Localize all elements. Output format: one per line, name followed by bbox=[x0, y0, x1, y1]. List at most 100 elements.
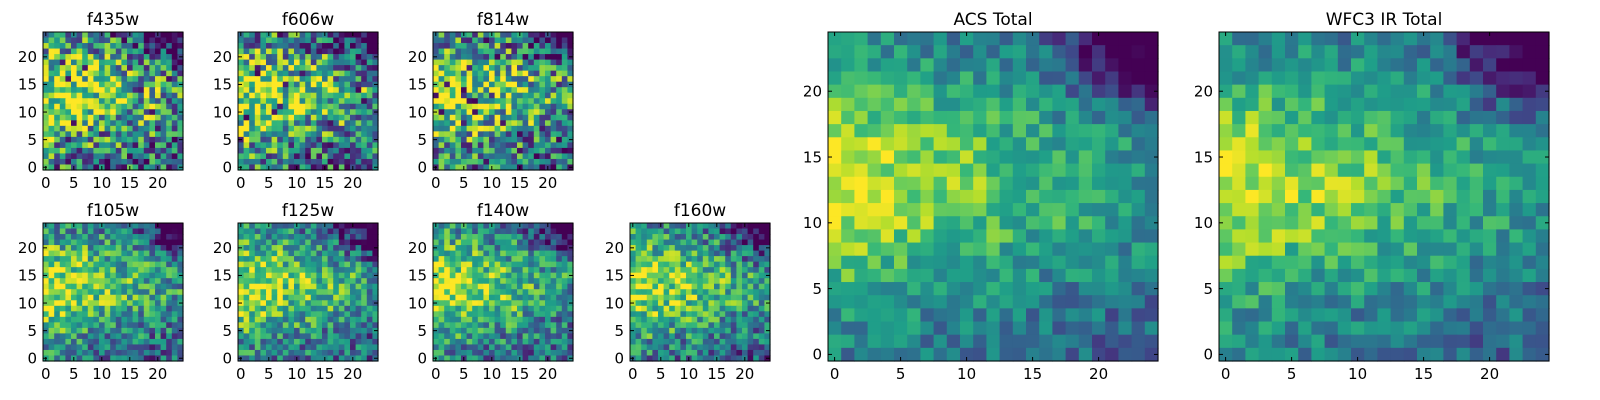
heatmap-cell bbox=[333, 300, 340, 307]
heatmap-cell bbox=[249, 250, 256, 257]
heatmap-cell bbox=[483, 239, 490, 246]
heatmap-cell bbox=[494, 322, 501, 329]
heatmap-cell bbox=[254, 300, 261, 307]
heatmap-cell bbox=[48, 344, 55, 351]
heatmap-cell bbox=[355, 261, 362, 268]
heatmap-cell bbox=[177, 344, 184, 351]
heatmap-cell bbox=[48, 245, 55, 252]
heatmap-cell bbox=[758, 300, 765, 307]
heatmap-cell bbox=[71, 81, 78, 88]
heatmap-cell bbox=[149, 278, 156, 285]
heatmap-cell bbox=[254, 70, 261, 77]
heatmap-cell bbox=[338, 98, 345, 105]
heatmap-cell bbox=[266, 228, 273, 235]
heatmap-cell bbox=[438, 87, 445, 94]
heatmap-cell bbox=[674, 239, 681, 246]
heatmap-cell bbox=[1012, 176, 1027, 191]
heatmap-cell bbox=[48, 327, 55, 334]
heatmap-cell bbox=[455, 327, 462, 334]
heatmap-cell bbox=[65, 311, 72, 318]
heatmap-cell bbox=[305, 120, 312, 127]
heatmap-cell bbox=[517, 250, 524, 257]
heatmap-cell bbox=[344, 245, 351, 252]
heatmap-cell bbox=[177, 228, 184, 235]
heatmap-cell bbox=[249, 65, 256, 72]
x-tick-label: 0 bbox=[431, 174, 441, 192]
heatmap-cell bbox=[714, 283, 721, 290]
heatmap-cell bbox=[99, 54, 106, 61]
heatmap-cell bbox=[344, 333, 351, 340]
heatmap-cell bbox=[533, 278, 540, 285]
heatmap-cell bbox=[166, 272, 173, 279]
heatmap-cell bbox=[138, 136, 145, 143]
heatmap-cell bbox=[472, 228, 479, 235]
heatmap-cell bbox=[177, 125, 184, 132]
heatmap-cell bbox=[528, 120, 535, 127]
heatmap-cell bbox=[143, 109, 150, 116]
heatmap-cell bbox=[663, 333, 670, 340]
heatmap-cell bbox=[344, 142, 351, 149]
heatmap-cell bbox=[466, 59, 473, 66]
heatmap-cell bbox=[166, 158, 173, 166]
heatmap-cell bbox=[1078, 124, 1093, 138]
heatmap-cell bbox=[449, 103, 456, 110]
heatmap-cell bbox=[87, 114, 94, 121]
heatmap-cell bbox=[686, 316, 693, 323]
heatmap-cell bbox=[316, 261, 323, 268]
x-tick-label: 20 bbox=[148, 174, 167, 192]
heatmap-cell bbox=[115, 131, 122, 138]
heatmap-cell bbox=[171, 278, 178, 285]
heatmap-cell bbox=[999, 216, 1014, 230]
heatmap-cell bbox=[511, 125, 518, 132]
heatmap-cell bbox=[764, 322, 771, 329]
heatmap-cell bbox=[747, 327, 754, 334]
heatmap-cell bbox=[115, 76, 122, 83]
heatmap-cell bbox=[444, 76, 451, 83]
heatmap-cell bbox=[725, 234, 732, 241]
heatmap-cell bbox=[127, 300, 134, 307]
heatmap-cell bbox=[517, 300, 524, 307]
heatmap-cell bbox=[539, 164, 546, 171]
heatmap-cell bbox=[686, 245, 693, 252]
heatmap-cell bbox=[254, 245, 261, 252]
heatmap-cell bbox=[483, 311, 490, 318]
x-tick-label: 10 bbox=[92, 174, 111, 192]
heatmap-cell bbox=[132, 109, 139, 116]
heatmap-cell bbox=[561, 114, 568, 121]
heatmap-cell bbox=[99, 267, 106, 274]
heatmap-cell bbox=[1065, 150, 1080, 165]
heatmap-cell bbox=[505, 338, 512, 346]
heatmap-cell bbox=[880, 229, 895, 244]
heatmap-cell bbox=[528, 65, 535, 72]
heatmap-cell bbox=[177, 256, 184, 263]
heatmap-cell bbox=[753, 322, 760, 329]
heatmap-cell bbox=[54, 283, 61, 290]
heatmap-cell bbox=[663, 250, 670, 257]
heatmap-cell bbox=[160, 261, 167, 268]
heatmap-cell bbox=[472, 147, 479, 155]
heatmap-cell bbox=[160, 65, 167, 72]
heatmap-cell bbox=[708, 283, 715, 290]
heatmap-cell bbox=[155, 322, 162, 329]
heatmap-cell bbox=[986, 45, 1001, 59]
heatmap-cell bbox=[59, 125, 66, 132]
heatmap-cell bbox=[483, 267, 490, 274]
heatmap-cell bbox=[1118, 163, 1133, 178]
heatmap-cell bbox=[54, 136, 61, 143]
heatmap-cell bbox=[344, 250, 351, 257]
heatmap-cell bbox=[54, 305, 61, 312]
heatmap-cell bbox=[143, 338, 150, 346]
heatmap-cell bbox=[338, 305, 345, 312]
x-tick-label: 0 bbox=[41, 365, 51, 383]
heatmap-cell bbox=[277, 125, 284, 132]
heatmap-cell bbox=[299, 228, 306, 235]
heatmap-cell bbox=[567, 153, 574, 160]
heatmap-cell bbox=[271, 32, 278, 39]
heatmap-cell bbox=[960, 189, 974, 204]
heatmap-cell bbox=[561, 272, 568, 279]
heatmap-cell bbox=[372, 234, 379, 241]
heatmap-cell bbox=[338, 153, 345, 160]
heatmap-cell bbox=[500, 87, 507, 94]
heatmap-cell bbox=[322, 228, 329, 235]
heatmap-cell bbox=[438, 92, 445, 99]
